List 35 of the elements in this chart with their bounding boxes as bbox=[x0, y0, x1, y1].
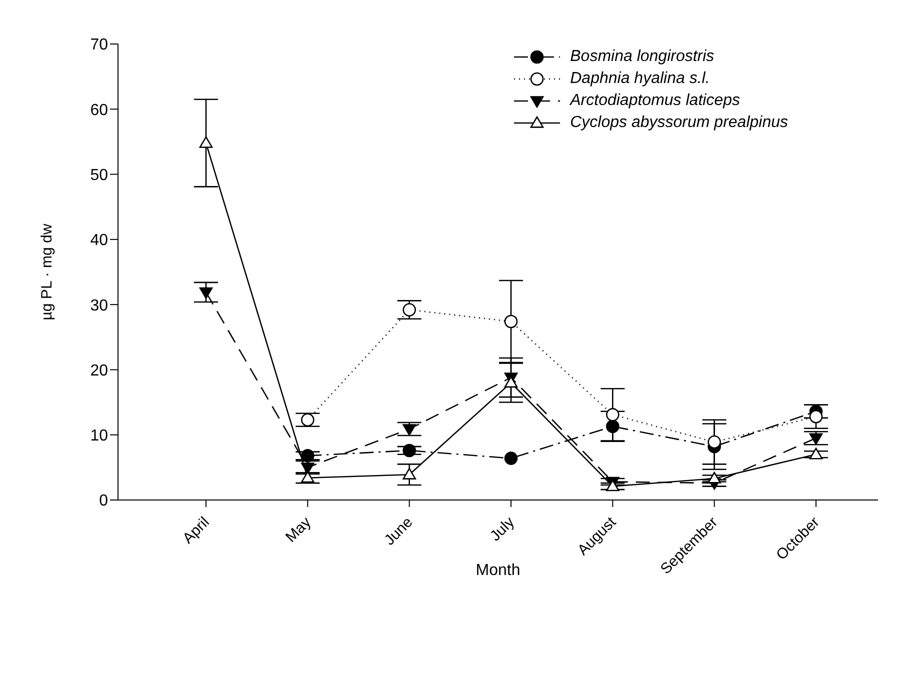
legend-label: Bosmina longirostris bbox=[570, 48, 714, 66]
y-tick-label: 60 bbox=[90, 102, 108, 119]
x-tick-label: May bbox=[282, 513, 315, 546]
point bbox=[301, 449, 314, 462]
y-tick-label: 70 bbox=[90, 36, 108, 54]
point bbox=[402, 424, 416, 436]
point bbox=[199, 136, 213, 148]
y-tick-label: 30 bbox=[90, 297, 108, 314]
y-tick-label: 50 bbox=[90, 166, 108, 184]
point bbox=[402, 444, 416, 458]
point bbox=[606, 480, 620, 492]
y-axis-title: µg PL · mg dw bbox=[38, 224, 56, 320]
point bbox=[301, 471, 314, 483]
point bbox=[606, 420, 620, 434]
y-tick-label: 0 bbox=[99, 492, 108, 510]
y-tick-label: 10 bbox=[90, 428, 108, 445]
point bbox=[809, 448, 823, 460]
point bbox=[402, 468, 416, 480]
point bbox=[504, 452, 518, 465]
point bbox=[504, 376, 518, 388]
legend-label: Daphnia hyalina s.l. bbox=[570, 70, 710, 88]
y-tick-label: 20 bbox=[90, 362, 108, 380]
y-tick-label: 40 bbox=[90, 232, 108, 250]
point bbox=[301, 413, 314, 427]
x-tick-label: July bbox=[486, 513, 518, 545]
point bbox=[809, 410, 823, 424]
point bbox=[402, 303, 416, 316]
point bbox=[504, 314, 518, 328]
point bbox=[708, 472, 721, 484]
point bbox=[606, 408, 620, 422]
point bbox=[199, 287, 213, 299]
x-axis-title: Month bbox=[476, 562, 520, 579]
legend-label: Cyclops abyssorum prealpinus bbox=[570, 114, 788, 132]
legend-label: Arctodiaptomus laticeps bbox=[570, 92, 740, 110]
point bbox=[708, 435, 721, 449]
